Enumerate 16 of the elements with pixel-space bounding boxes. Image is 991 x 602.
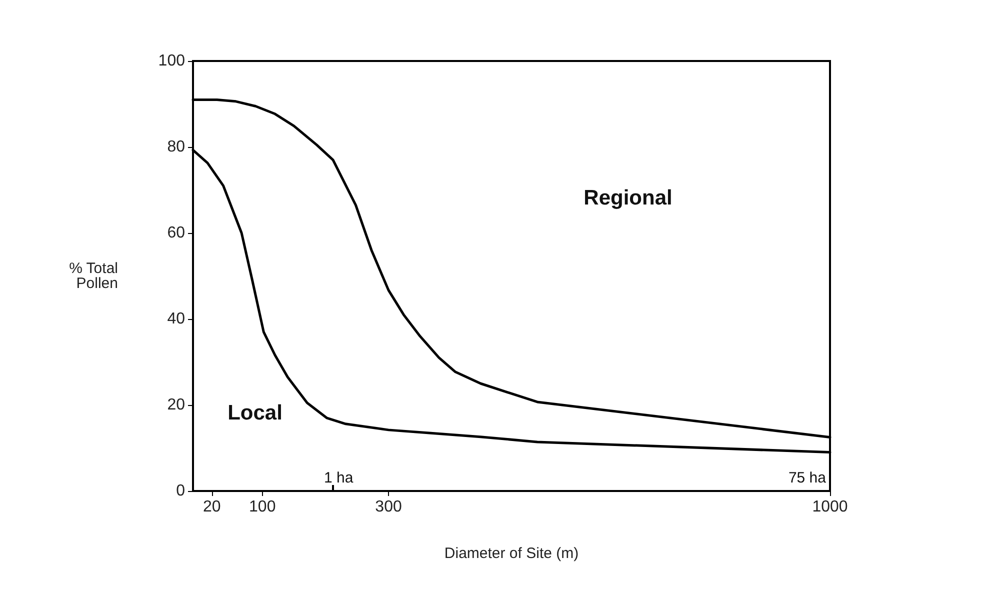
x-tick-label: 20 xyxy=(203,498,221,516)
y-tick-label: 100 xyxy=(158,52,186,70)
x-tick-label: 1000 xyxy=(812,498,848,516)
y-tick-label: 40 xyxy=(167,310,186,328)
y-axis-title: % Total Pollen xyxy=(69,260,118,292)
annotation: Regional xyxy=(584,186,672,210)
annotation: 75 ha xyxy=(788,470,827,486)
annotation: Local xyxy=(228,402,282,424)
y-tick-label: 80 xyxy=(167,138,186,156)
y-tick-label: 20 xyxy=(167,396,186,414)
x-tick-label: 100 xyxy=(249,498,276,516)
y-tick-label: 60 xyxy=(167,224,186,242)
annotation: 1 ha xyxy=(324,470,354,486)
y-tick-label: 0 xyxy=(176,482,186,500)
x-axis-title: Diameter of Site (m) xyxy=(444,545,579,562)
x-tick-label: 300 xyxy=(375,498,402,516)
